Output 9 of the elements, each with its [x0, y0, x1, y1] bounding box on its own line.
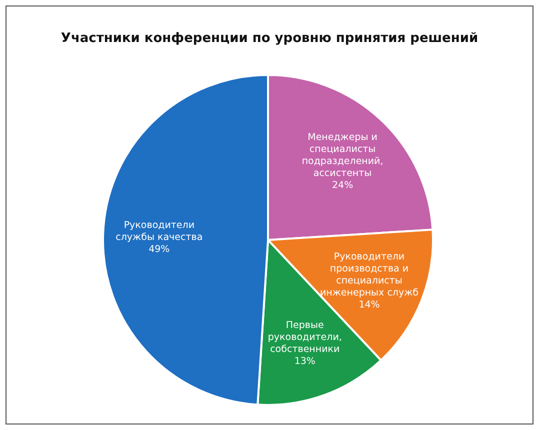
data-label: 14%: [358, 300, 380, 311]
data-label: 13%: [294, 356, 316, 367]
slice-label: Первые руководители, собственники: [268, 320, 342, 355]
chart-title: Участники конференции по уровню принятия решений: [60, 31, 478, 46]
slice-label: Менеджеры и специалисты подразделений, ассистенты: [302, 132, 384, 180]
slice-label: Руководители службы качества: [116, 220, 203, 244]
data-label: 24%: [332, 180, 354, 192]
slice-label: Руководители производства и специалисты инженерных служб: [320, 252, 419, 299]
data-label: 49%: [148, 244, 170, 256]
